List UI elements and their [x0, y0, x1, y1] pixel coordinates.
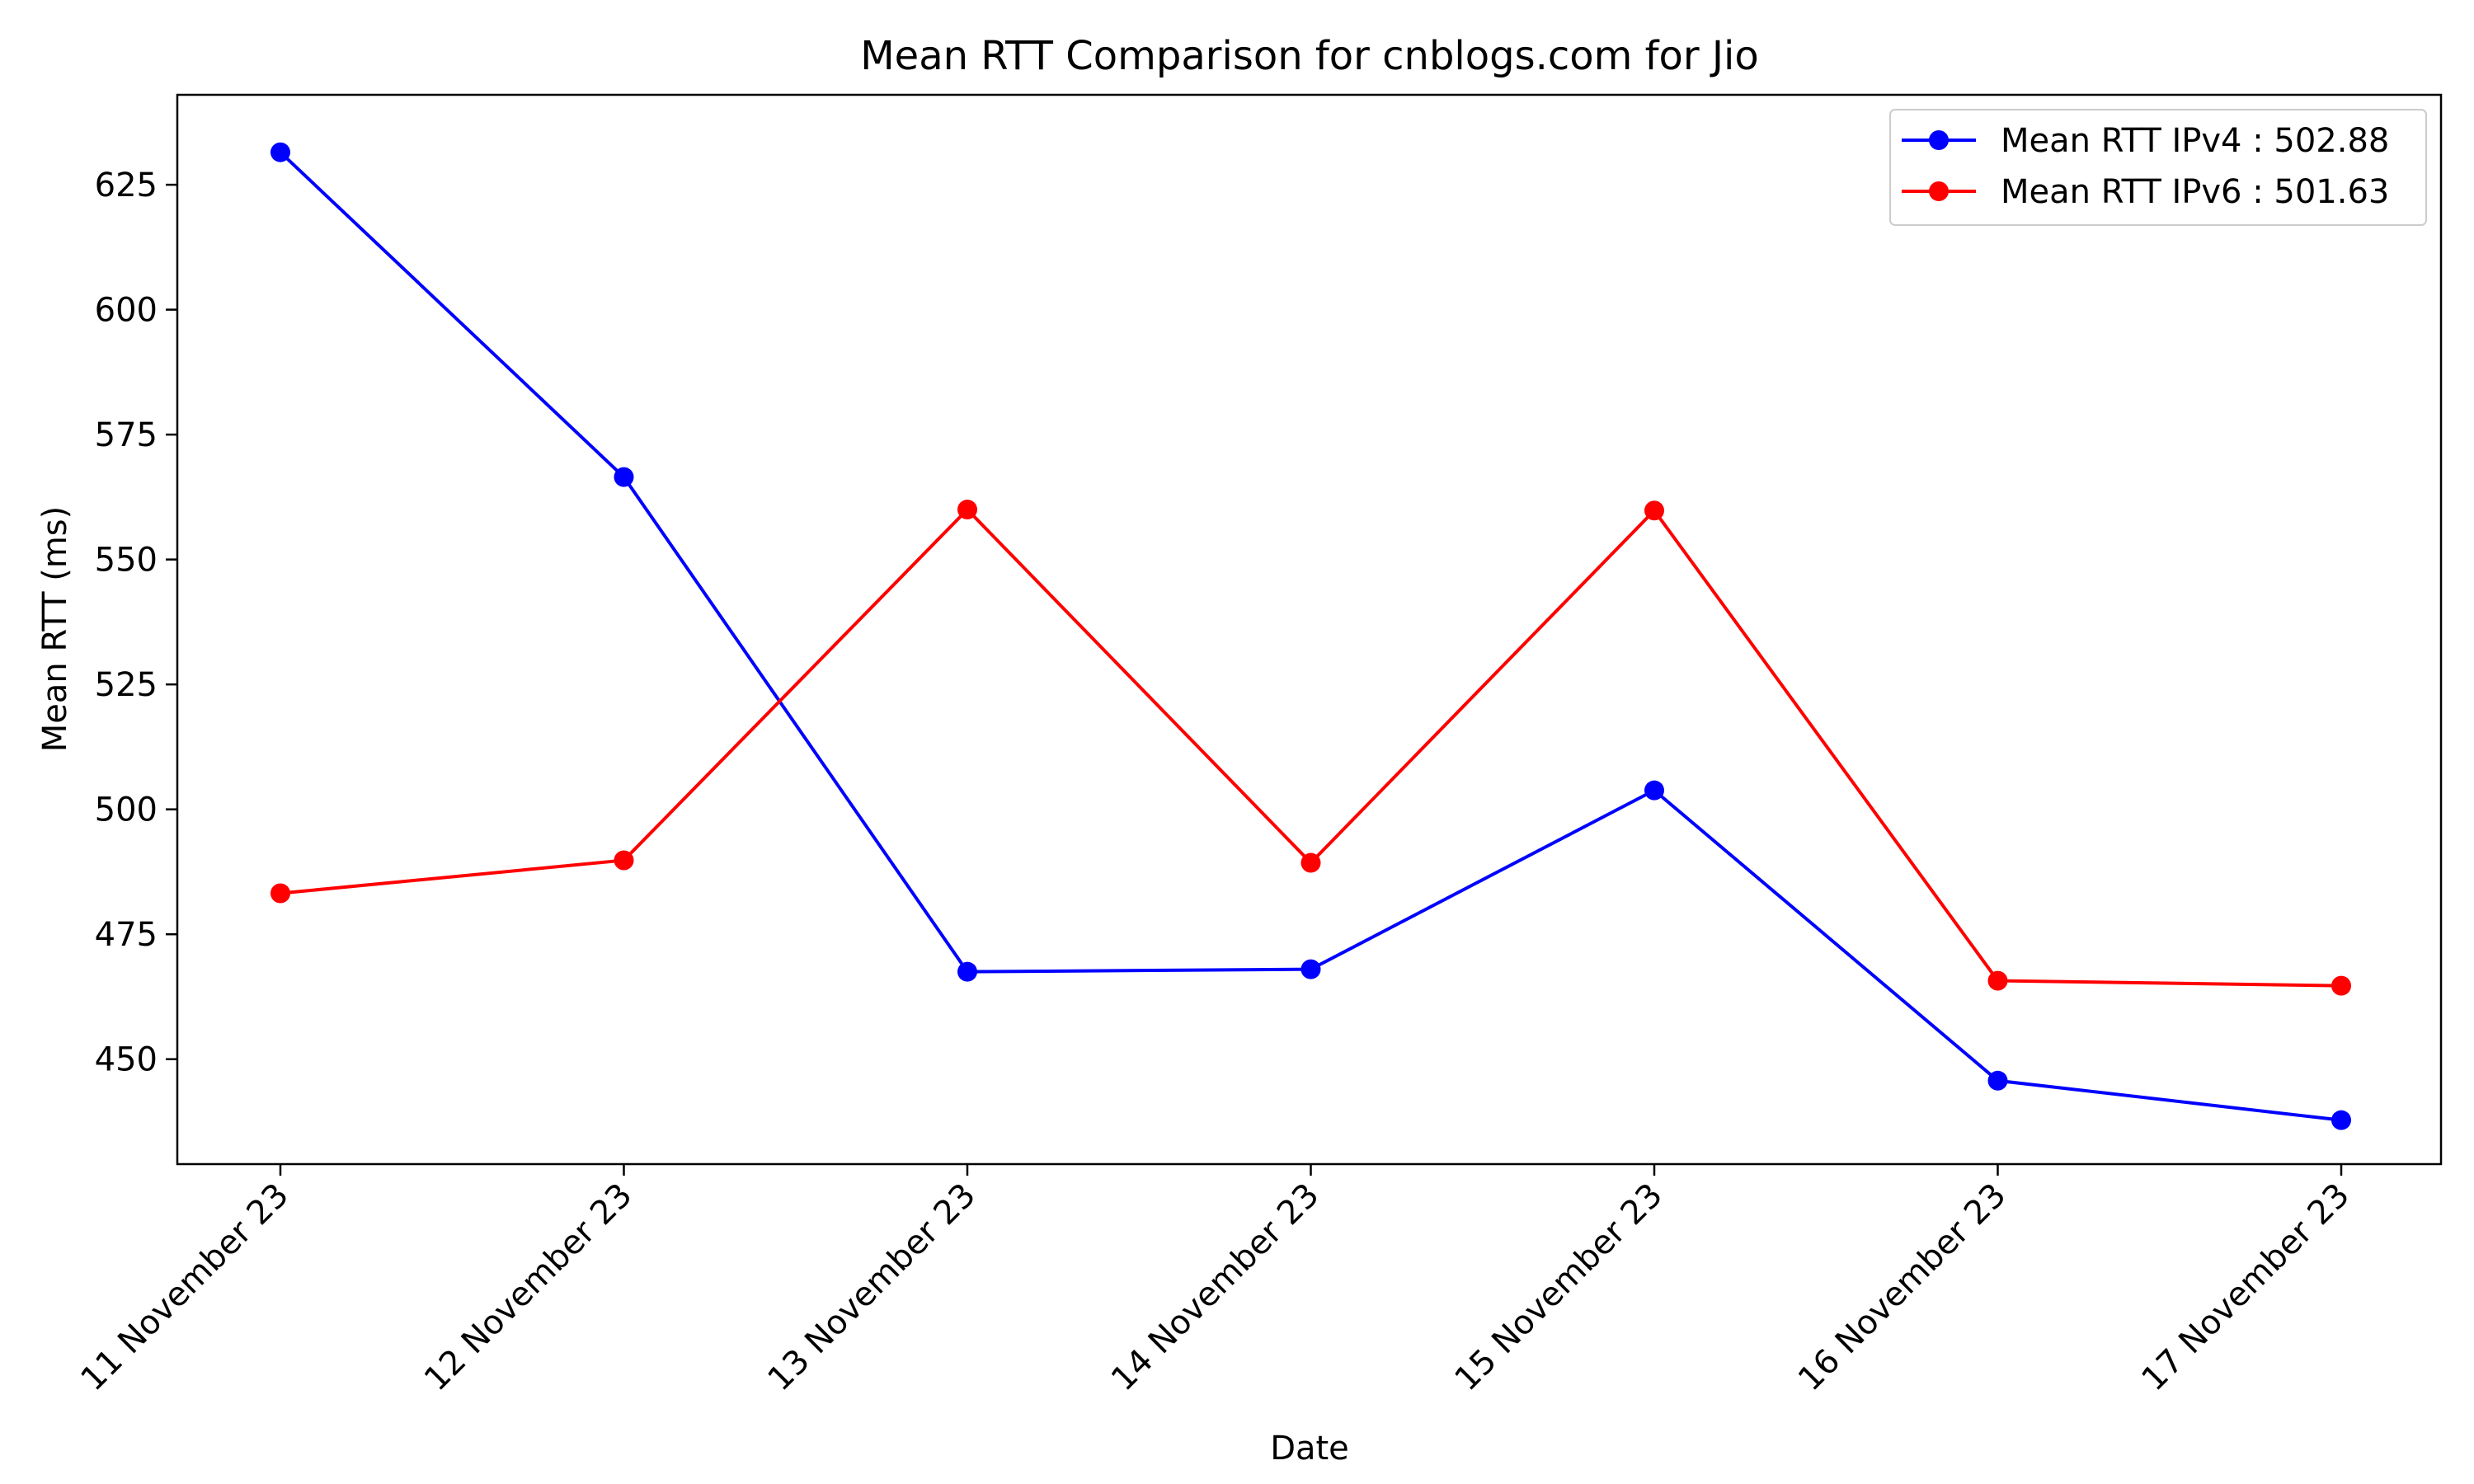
legend-marker	[1929, 181, 1949, 201]
y-tick-label: 475	[95, 916, 158, 954]
data-point	[1644, 500, 1664, 521]
y-axis: 450 475 500 525 550 575 600 625	[95, 167, 177, 1079]
data-point	[1300, 852, 1321, 873]
data-point	[2331, 1110, 2351, 1130]
data-point	[2331, 975, 2351, 996]
legend-box	[1889, 109, 2427, 226]
legend-marker	[1929, 130, 1949, 150]
data-point	[270, 883, 290, 904]
y-tick-label: 575	[95, 416, 158, 454]
y-tick-label: 450	[95, 1041, 158, 1079]
series-1	[270, 142, 2351, 1130]
chart-title: Mean RTT Comparison for cnblogs.com for …	[860, 33, 1758, 79]
data-point	[614, 850, 634, 871]
data-point	[1987, 1070, 2008, 1091]
y-tick-label: 550	[95, 542, 158, 580]
legend-label: Mean RTT IPv6 : 501.63	[2001, 173, 2389, 211]
series-2	[270, 500, 2351, 996]
y-tick-label: 600	[95, 292, 158, 330]
data-point	[1300, 959, 1321, 979]
x-axis-label: Date	[1270, 1430, 1349, 1468]
data-point	[1987, 970, 2008, 991]
data-point	[957, 961, 977, 982]
legend-label: Mean RTT IPv4 : 502.88	[2001, 122, 2389, 160]
y-tick-label: 625	[95, 167, 158, 204]
axes-frame	[176, 93, 2443, 1166]
data-point	[270, 142, 290, 162]
y-tick-label: 500	[95, 791, 158, 829]
y-tick-label: 525	[95, 666, 158, 704]
legend: Mean RTT IPv4 : 502.88 Mean RTT IPv6 : 50…	[1889, 109, 2427, 226]
data-point	[1644, 780, 1664, 801]
data-point	[614, 467, 634, 487]
y-axis-label: Mean RTT (ms)	[36, 506, 74, 752]
data-point	[957, 500, 977, 520]
plot-area	[270, 142, 2351, 1130]
